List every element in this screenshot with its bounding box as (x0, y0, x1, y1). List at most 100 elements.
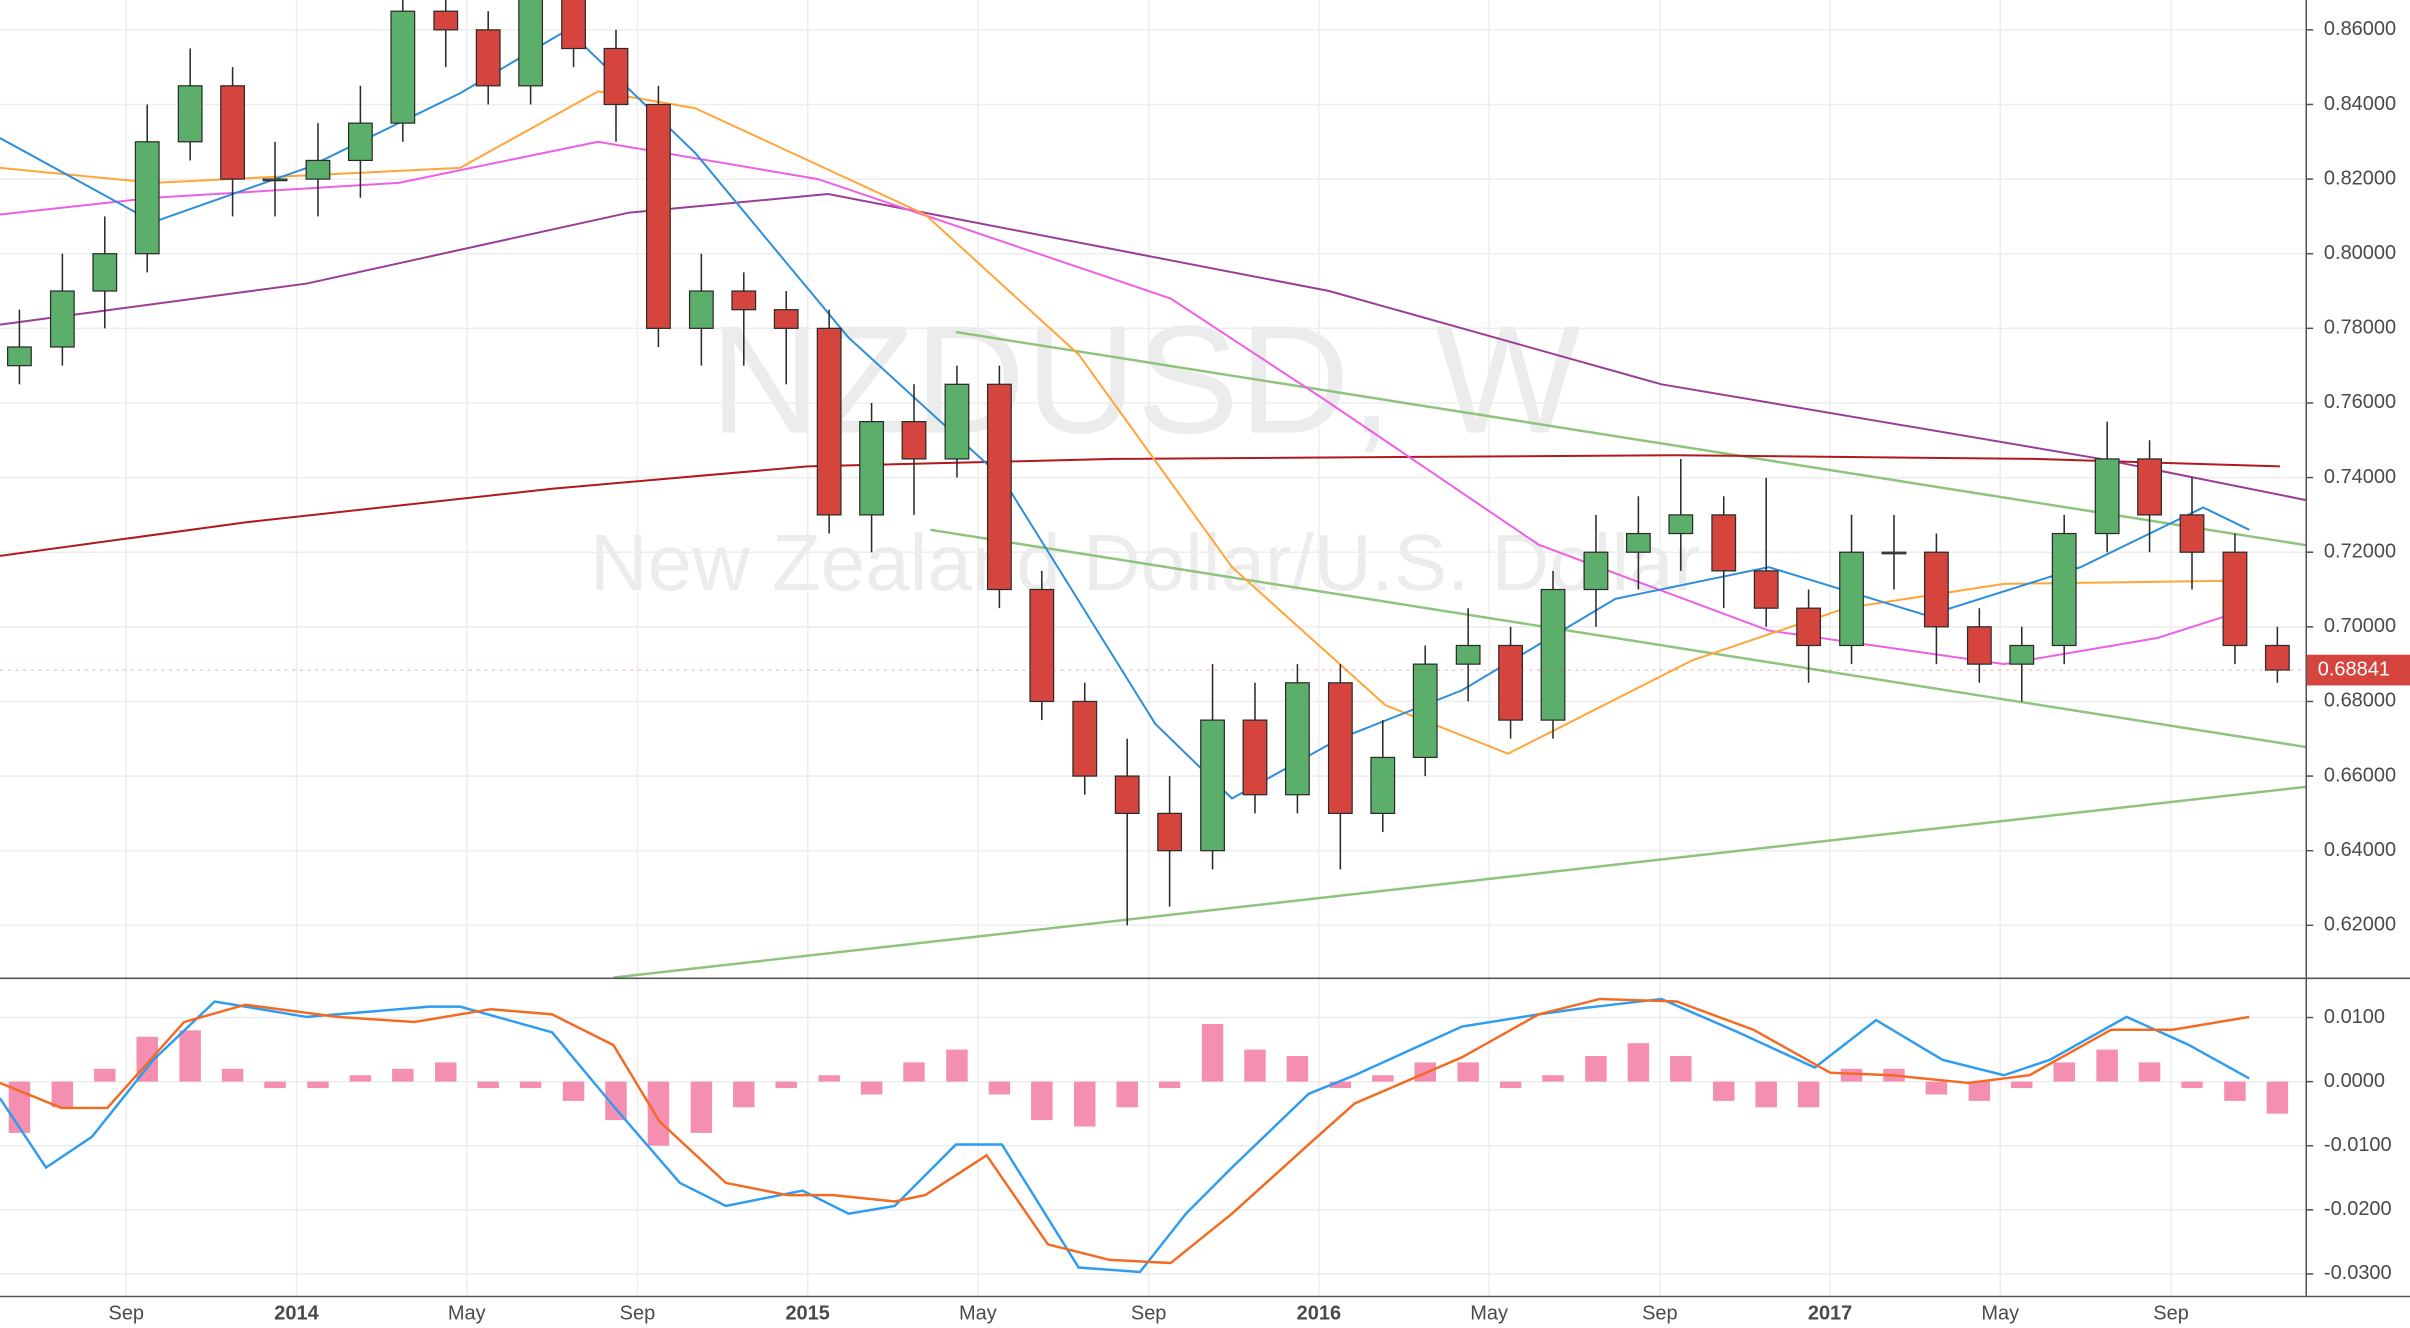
histogram-bar (818, 1075, 840, 1082)
y-tick-label: -0.0100 (2324, 1134, 2392, 1156)
candle-body (134, 141, 160, 255)
candle-body (1711, 514, 1737, 572)
candle-body (92, 253, 118, 292)
candle-body (731, 290, 757, 311)
histogram-bar (903, 1062, 925, 1082)
histogram-bar (2096, 1049, 2118, 1082)
histogram-bar (2224, 1081, 2246, 1101)
histogram-bar (435, 1062, 457, 1082)
candle-body (1796, 607, 1822, 647)
x-tick-label: May (1470, 1302, 1508, 1324)
y-tick-label: -0.0200 (2324, 1198, 2392, 1220)
x-tick-label: 2017 (1808, 1302, 1852, 1324)
histogram-bar (1286, 1056, 1309, 1082)
candle-body (1200, 719, 1225, 852)
x-tick-label: Sep (2153, 1302, 2189, 1324)
candle-body (518, 0, 544, 87)
histogram-bar (1670, 1056, 1692, 1082)
histogram-bar (2138, 1062, 2161, 1082)
histogram-bar (1840, 1068, 1863, 1082)
candle-body (220, 85, 246, 180)
histogram-bar (1372, 1075, 1394, 1082)
candle-body (944, 383, 970, 460)
candle-body (1370, 756, 1396, 815)
moving-average (0, 28, 2250, 800)
candle-body (475, 29, 501, 87)
candle-body (561, 0, 586, 50)
histogram-bar (94, 1068, 116, 1082)
histogram-bar (1244, 1049, 1266, 1082)
candle-body (305, 159, 331, 180)
histogram-bar (2181, 1081, 2203, 1089)
candle-body (859, 421, 885, 516)
x-tick-label: Sep (1642, 1302, 1678, 1324)
y-tick-label: 0.68000 (2324, 690, 2396, 712)
histogram-bar (647, 1081, 670, 1146)
y-tick-label: 0.80000 (2324, 242, 2396, 264)
candle-body (49, 290, 75, 348)
candle-body (688, 290, 714, 329)
candle-body (901, 421, 927, 460)
candle-body (1753, 570, 1779, 609)
histogram-bar (221, 1068, 244, 1082)
candle-body (603, 47, 629, 106)
candle-body (1072, 700, 1098, 777)
y-tick-label: 0.86000 (2324, 18, 2396, 40)
histogram-bar (1755, 1081, 1777, 1108)
y-tick-label: 0.76000 (2324, 391, 2396, 413)
y-tick-label: -0.0300 (2324, 1262, 2392, 1284)
histogram-bar (946, 1049, 968, 1082)
watermark-symbol: NZDUSD, W (710, 294, 1581, 466)
candle-body (1114, 775, 1140, 815)
x-tick-label: May (959, 1302, 997, 1324)
candle-body (7, 346, 32, 367)
candle-body (1668, 514, 1694, 535)
histogram-bar (477, 1081, 499, 1089)
candle-body (347, 122, 373, 162)
histogram-bar (1542, 1075, 1564, 1082)
histogram-bar (519, 1081, 542, 1089)
histogram-bar (1713, 1081, 1735, 1101)
candle-body (2222, 551, 2248, 647)
candle-body (1284, 682, 1310, 796)
histogram-bar (1158, 1081, 1181, 1089)
candle-body (390, 10, 416, 124)
y-tick-label: 0.72000 (2324, 540, 2396, 562)
histogram-bar (860, 1081, 883, 1095)
histogram-bar (733, 1081, 755, 1108)
candle-body (1540, 588, 1566, 721)
histogram-bar (1925, 1081, 1948, 1095)
candle-body (1839, 551, 1864, 647)
y-tick-label: 0.70000 (2324, 615, 2396, 637)
histogram-bar (179, 1030, 201, 1082)
y-tick-label: 0.0100 (2324, 1006, 2385, 1028)
candle-body (2137, 458, 2162, 516)
candle-body (1881, 551, 1907, 555)
grid (0, 0, 2306, 1296)
y-tick-label: 0.84000 (2324, 93, 2396, 115)
candle-body (773, 309, 799, 329)
moving-average (0, 454, 2280, 557)
x-tick-label: 2014 (274, 1302, 318, 1324)
histogram-bar (562, 1081, 585, 1101)
histogram-bar (2053, 1062, 2075, 1082)
y-tick-label: 0.78000 (2324, 317, 2396, 339)
x-tick-label: May (448, 1302, 486, 1324)
histogram-bar (1585, 1056, 1607, 1082)
histogram-bar (1116, 1081, 1138, 1108)
y-tick-label: 0.0000 (2324, 1070, 2385, 1092)
marks (0, 0, 2306, 1274)
candle-body (177, 85, 203, 143)
candle-body (1455, 644, 1481, 665)
x-tick-label: May (1981, 1302, 2019, 1324)
histogram-bar (1457, 1062, 1479, 1082)
histogram-bar (1797, 1081, 1820, 1108)
histogram-bar (1499, 1081, 1522, 1089)
y-tick-label: 0.62000 (2324, 914, 2396, 936)
candle-body (645, 103, 671, 329)
candle-body (1157, 812, 1183, 852)
trendline (955, 330, 2306, 547)
candle-body (262, 178, 288, 182)
